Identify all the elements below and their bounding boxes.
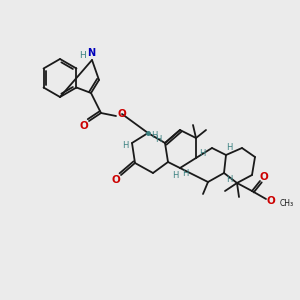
Text: H: H (155, 134, 161, 143)
Text: H: H (199, 148, 205, 158)
Text: H: H (172, 172, 178, 181)
Text: O: O (112, 175, 120, 185)
Text: H: H (226, 176, 232, 184)
Text: H: H (226, 143, 232, 152)
Text: O: O (260, 172, 268, 182)
Text: H: H (151, 131, 157, 140)
Text: H: H (122, 142, 128, 151)
Text: H: H (80, 52, 86, 61)
Text: O: O (118, 109, 126, 119)
Text: CH₃: CH₃ (280, 200, 294, 208)
Text: H: H (182, 169, 188, 178)
Text: N: N (87, 48, 95, 58)
Text: O: O (267, 196, 275, 206)
Text: O: O (80, 121, 88, 131)
